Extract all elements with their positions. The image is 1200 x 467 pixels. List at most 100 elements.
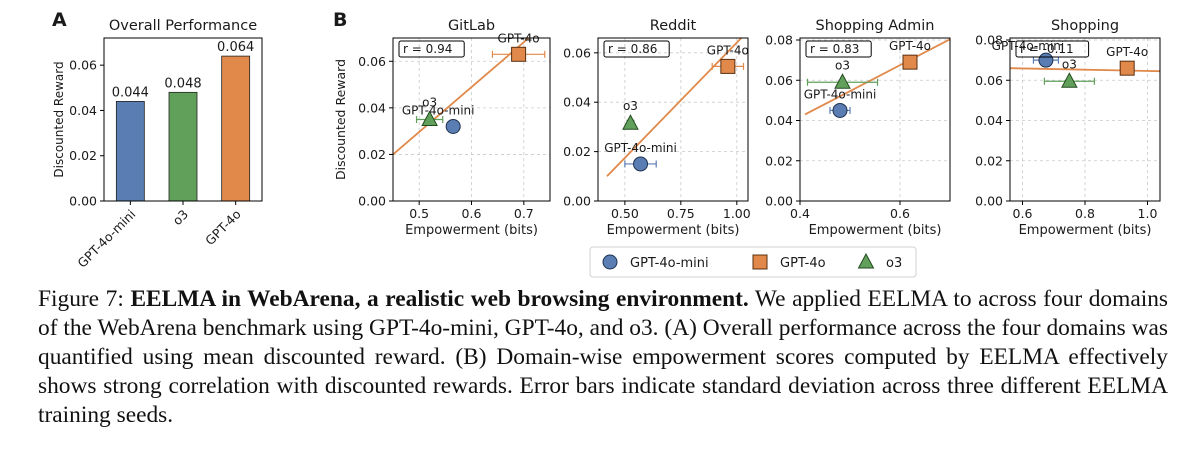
point-gpt-4o	[1119, 60, 1135, 76]
point-label-gpt-4o: GPT-4o	[1106, 45, 1148, 59]
point-label-gpt-4o: GPT-4o	[889, 39, 931, 53]
legend: GPT-4o-mini GPT-4o o3	[589, 246, 917, 278]
y-tick-label: 0.04	[563, 95, 591, 110]
x-tick-label: 0.6	[462, 206, 482, 221]
caption-bold: EELMA in WebArena, a realistic web brows…	[130, 286, 749, 312]
bar-chart-overall-performance: Overall Performance 0.00 0.02 0.04 0.06Disco…	[52, 18, 263, 271]
chart-title: Reddit	[650, 18, 697, 34]
x-tick-label: 1.0	[1138, 206, 1158, 221]
y-tick-label: 0.00	[975, 194, 1003, 209]
y-tick-label: 0.00	[69, 194, 97, 209]
r-value-label: r = 0.83	[810, 42, 859, 56]
point-label-o3: o3	[1062, 57, 1077, 71]
point-gpt-4o	[902, 54, 918, 70]
data-label-o3: 0.048	[164, 76, 201, 91]
x-tick-label: 1.00	[723, 206, 751, 221]
y-tick-label: 0.06	[358, 54, 386, 69]
x-tick-label: 0.6	[1013, 206, 1033, 221]
figure-caption: Figure 7: EELMA in WebArena, a realistic…	[38, 285, 1168, 430]
y-axis-label: Discounted Reward	[52, 61, 66, 177]
legend-label-gpt-4o-mini: GPT-4o-mini	[630, 256, 709, 271]
y-tick-label: 0.04	[69, 103, 97, 118]
fit-line	[804, 38, 950, 116]
plot-frame	[597, 37, 749, 202]
point-gpt-4o	[720, 58, 736, 74]
chart-title: Shopping	[1051, 18, 1119, 34]
r-value-label: r = -0.11	[1020, 42, 1074, 56]
y-tick-label: 0.08	[765, 33, 793, 48]
x-tick-label: 0.7	[514, 206, 534, 221]
y-tick-label: 0.00	[358, 194, 386, 209]
point-label-o3: o3	[835, 58, 850, 72]
y-tick-label: 0.02	[975, 153, 1003, 168]
plot-frame	[1009, 37, 1161, 202]
x-axis-label: Empowerment (bits)	[1019, 223, 1152, 238]
point-label-gpt-4o-mini: GPT-4o-mini	[804, 87, 877, 101]
point-o3	[1061, 72, 1078, 88]
plot-frame	[392, 37, 551, 202]
x-tick-label-o3: o3	[169, 207, 191, 229]
point-o3	[421, 110, 438, 126]
y-tick-label: 0.06	[975, 73, 1003, 88]
plot-frame	[799, 37, 951, 202]
r-value-label: r = 0.86	[608, 42, 657, 56]
legend-label-o3: o3	[886, 256, 902, 271]
caption-text: We applied EELMA to across four domains …	[38, 286, 1168, 428]
x-axis-label: Empowerment (bits)	[405, 223, 538, 238]
point-o3	[622, 114, 639, 130]
r-value-box	[398, 40, 465, 58]
legend-marker-gpt-4o-mini	[602, 254, 618, 270]
r-value-box	[805, 40, 872, 58]
x-axis-label: Empowerment (bits)	[809, 223, 942, 238]
bar-o3	[168, 91, 198, 202]
caption-label: Figure 7:	[38, 286, 131, 312]
scatter-chart-shopping-admin: Shopping Admin 0.4 0.6 0.00 0.02 0.04 0.06 0.08…	[765, 18, 951, 238]
y-tick-label: 0.02	[765, 153, 793, 168]
x-axis-label: Empowerment (bits)	[607, 223, 740, 238]
legend-marker-o3	[857, 252, 875, 269]
x-tick-label: 0.75	[667, 206, 695, 221]
point-o3	[834, 73, 851, 89]
fit-line	[1010, 67, 1160, 73]
x-tick-label-gpt-4o: GPT-4o	[202, 207, 244, 249]
y-tick-label: 0.00	[765, 194, 793, 209]
r-value-box	[603, 40, 670, 58]
point-gpt-4o	[511, 46, 527, 62]
y-tick-label: 0.06	[563, 45, 591, 60]
chart-title: Shopping Admin	[816, 18, 935, 34]
point-gpt-4o-mini	[832, 102, 848, 118]
x-tick-label: 0.50	[611, 206, 639, 221]
fit-line	[606, 38, 742, 177]
point-gpt-4o-mini	[633, 156, 649, 172]
data-label-gpt-4o-mini: 0.044	[112, 85, 149, 100]
point-label-gpt-4o-mini: GPT-4o-mini	[604, 141, 677, 155]
y-tick-label: 0.02	[69, 148, 97, 163]
point-label-o3: o3	[422, 96, 437, 110]
y-tick-label: 0.04	[975, 113, 1003, 128]
r-value-box	[1015, 40, 1090, 58]
y-tick-label: 0.06	[765, 73, 793, 88]
x-tick-label: 0.8	[1075, 206, 1095, 221]
x-tick-label: 0.6	[890, 206, 910, 221]
x-tick-label: 0.5	[409, 206, 429, 221]
y-tick-label: 0.02	[563, 144, 591, 159]
chart-title: GitLab	[448, 18, 495, 34]
y-tick-label: 0.04	[765, 113, 793, 128]
scatter-chart-shopping: Shopping 0.6 0.8 1.0 0.00 0.02 0.04 0.06 0.08 Emp…	[975, 18, 1161, 238]
point-label-gpt-4o-mini: GPT-4o-mini	[402, 103, 475, 117]
plot-frame	[103, 37, 263, 202]
figure-7: A B Overall Performance0.000.020.040.06D…	[52, 9, 1161, 278]
point-label-gpt-4o: GPT-4o	[707, 43, 749, 57]
y-tick-label: 0.00	[563, 194, 591, 209]
x-tick-label-gpt-4o-mini: GPT-4o-mini	[74, 207, 138, 271]
r-value-label: r = 0.94	[403, 42, 452, 56]
chart-title: Overall Performance	[109, 18, 257, 34]
y-tick-label: 0.04	[358, 100, 386, 115]
y-tick-label: 0.06	[69, 58, 97, 73]
legend-marker-gpt-4o	[752, 254, 768, 270]
y-axis-label: Discounted Reward	[333, 59, 348, 180]
point-gpt-4o-mini	[445, 118, 461, 134]
scatter-chart-reddit: Reddit 0.50 0.75 1.00 0.00 0.02 0.04 0.06 Empowe…	[563, 18, 751, 238]
y-tick-label: 0.08	[975, 33, 1003, 48]
data-label-gpt-4o: 0.064	[217, 40, 254, 55]
